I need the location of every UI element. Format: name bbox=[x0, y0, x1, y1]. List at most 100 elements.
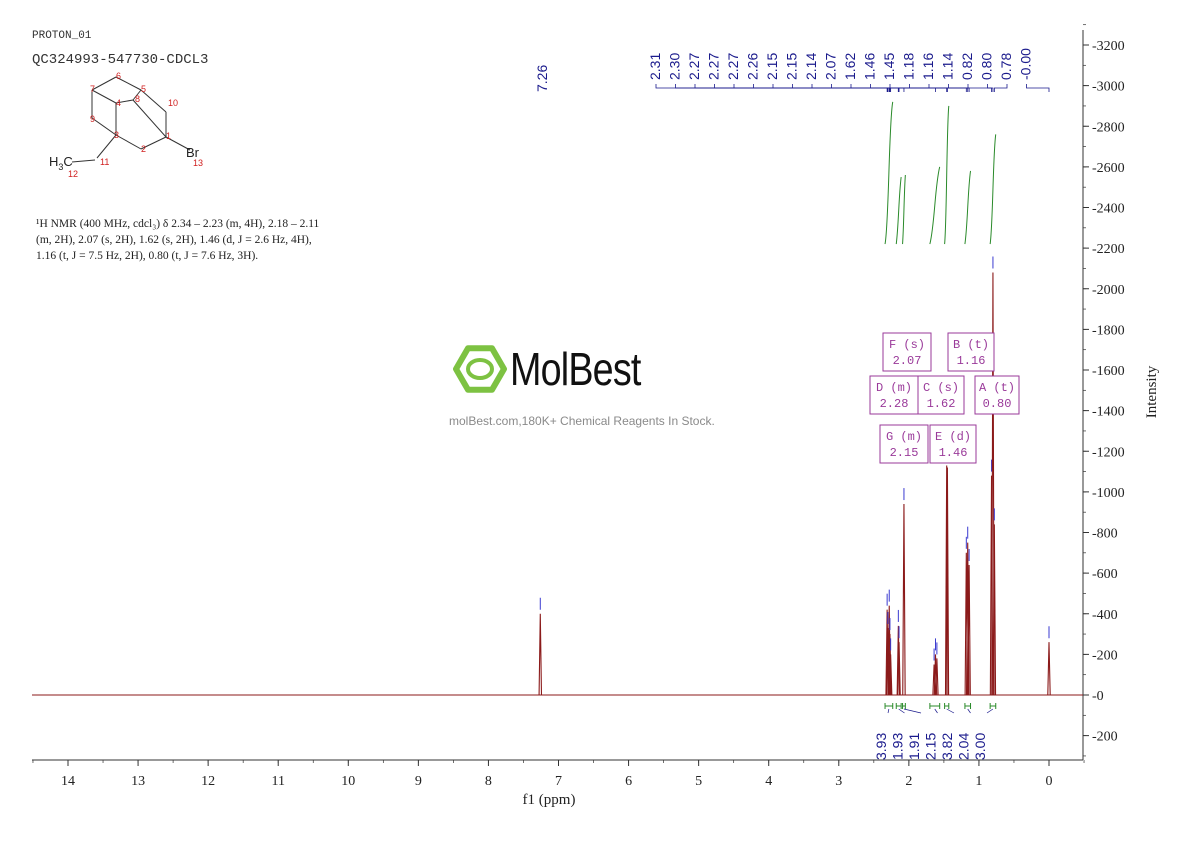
x-tick-label: 7 bbox=[555, 774, 562, 789]
multiplet-shift: 1.46 bbox=[939, 446, 968, 460]
atom-number-5: 5 bbox=[141, 84, 146, 94]
atom-number-12: 12 bbox=[68, 169, 78, 179]
structure-bond bbox=[96, 134, 117, 159]
integral-leader bbox=[986, 708, 994, 714]
peak-label-leader bbox=[987, 84, 994, 92]
y-tick-label: -2000 bbox=[1092, 283, 1125, 298]
multiplet-box bbox=[929, 424, 977, 464]
atom-number-3: 3 bbox=[114, 130, 119, 140]
atom-number-2: 2 bbox=[141, 144, 146, 154]
atom-number-1: 1 bbox=[166, 131, 171, 141]
spectrum-peak bbox=[888, 654, 893, 696]
structure-bond bbox=[91, 76, 117, 91]
structure-bond bbox=[140, 136, 167, 150]
spectrum-peak bbox=[902, 504, 906, 696]
nmr-description: ¹H NMR (400 MHz, cdcl₃) δ 2.34 – 2.23 (m… bbox=[36, 216, 386, 264]
peak-label: 2.26 bbox=[745, 53, 761, 80]
x-tick-label: 9 bbox=[415, 774, 422, 789]
x-tick-label: 5 bbox=[695, 774, 702, 789]
logo-hexagon-icon bbox=[453, 345, 507, 393]
integral-leader bbox=[887, 708, 890, 714]
x-tick-label: 1 bbox=[975, 774, 982, 789]
integral-leader bbox=[967, 708, 971, 714]
peak-label-leader bbox=[1026, 84, 1050, 92]
y-tick-label: -1400 bbox=[1092, 405, 1125, 420]
integral-value: 3.93 bbox=[873, 733, 889, 760]
multiplet-box bbox=[974, 375, 1020, 415]
spectrum-peak bbox=[944, 465, 949, 696]
multiplet-label: B (t) bbox=[953, 338, 989, 352]
structure-bond bbox=[115, 76, 142, 91]
integral-value: 2.04 bbox=[956, 733, 972, 760]
atom-number-4: 4 bbox=[116, 98, 121, 108]
bromine-symbol: Br bbox=[186, 145, 200, 160]
peak-label: -0.00 bbox=[1018, 48, 1034, 80]
multiplet-shift: 2.15 bbox=[890, 446, 919, 460]
description-line-3: 1.16 (t, J = 7.5 Hz, 2H), 0.80 (t, J = 7… bbox=[36, 250, 259, 262]
atom-number-11: 11 bbox=[100, 157, 109, 167]
structure-bond bbox=[132, 89, 142, 101]
y-tick-label: -200 bbox=[1092, 648, 1118, 663]
spectrum-peak bbox=[992, 524, 997, 696]
y-tick-label: -2800 bbox=[1092, 120, 1125, 135]
atom-number-9: 9 bbox=[90, 114, 95, 124]
integral-leader bbox=[946, 708, 955, 714]
peak-label: 1.46 bbox=[862, 53, 878, 80]
multiplet-shift: 1.62 bbox=[927, 397, 956, 411]
peak-label: 2.30 bbox=[667, 53, 683, 80]
spectrum-peak bbox=[945, 467, 950, 696]
peak-label: 1.18 bbox=[901, 53, 917, 80]
y-tick-label: -2600 bbox=[1092, 161, 1125, 176]
y-tick-label: -800 bbox=[1092, 527, 1118, 542]
peak-label-leader bbox=[967, 84, 992, 92]
integral-curve bbox=[902, 174, 906, 245]
multiplet-box bbox=[947, 332, 995, 372]
atom-number-13: 13 bbox=[193, 158, 203, 168]
sample-id: QC324993-547730-CDCL3 bbox=[32, 52, 209, 68]
structure-bond bbox=[91, 89, 117, 104]
y-tick-label: -3000 bbox=[1092, 80, 1125, 95]
x-tick-label: 6 bbox=[625, 774, 632, 789]
integral-leader bbox=[898, 708, 905, 714]
watermark-tagline: molBest.com,180K+ Chemical Reagents In S… bbox=[449, 414, 715, 428]
multiplet-shift: 2.28 bbox=[880, 397, 909, 411]
x-tick-label: 13 bbox=[131, 774, 145, 789]
integral-curve bbox=[989, 134, 997, 245]
peak-label: 1.45 bbox=[881, 53, 897, 80]
integral-value: 3.00 bbox=[972, 733, 988, 760]
y-axis-label: Intensity bbox=[1144, 365, 1160, 418]
y-tick-label: -1200 bbox=[1092, 445, 1125, 460]
multiplet-box bbox=[879, 424, 929, 464]
x-tick-label: 12 bbox=[201, 774, 215, 789]
x-tick-label: 4 bbox=[765, 774, 772, 789]
integral-value: 1.91 bbox=[906, 733, 922, 760]
peak-label: 2.31 bbox=[647, 53, 663, 80]
brand-logo-text: MolBest bbox=[510, 343, 641, 395]
integral-curve bbox=[964, 170, 972, 245]
multiplet-label: A (t) bbox=[979, 381, 1015, 395]
peak-label: 0.80 bbox=[979, 53, 995, 80]
atom-number-8: 8 bbox=[135, 94, 140, 104]
multiplet-shift: 1.16 bbox=[957, 354, 986, 368]
x-tick-label: 2 bbox=[905, 774, 912, 789]
y-tick-label: -2200 bbox=[1092, 242, 1125, 257]
integral-curve bbox=[944, 105, 950, 245]
peak-label: 2.14 bbox=[803, 53, 819, 80]
spectrum-peak bbox=[1047, 642, 1051, 696]
peak-label-leader bbox=[993, 84, 1008, 92]
peak-label: 1.14 bbox=[940, 53, 956, 80]
description-line-1: ¹H NMR (400 MHz, cdcl₃) δ 2.34 – 2.23 (m… bbox=[36, 218, 320, 230]
spectrum-peak bbox=[538, 613, 543, 696]
peak-label: 2.15 bbox=[784, 53, 800, 80]
structure-bond bbox=[115, 99, 134, 104]
experiment-name: PROTON_01 bbox=[32, 30, 92, 42]
integral-curve bbox=[895, 176, 902, 245]
integral-leader bbox=[934, 708, 938, 714]
multiplet-shift: 0.80 bbox=[983, 397, 1012, 411]
structure-bond bbox=[71, 159, 96, 163]
y-tick-label: -200 bbox=[1092, 730, 1118, 745]
integral-value: 3.82 bbox=[939, 733, 955, 760]
x-tick-label: 0 bbox=[1046, 774, 1053, 789]
spectrum-peak bbox=[896, 625, 901, 696]
